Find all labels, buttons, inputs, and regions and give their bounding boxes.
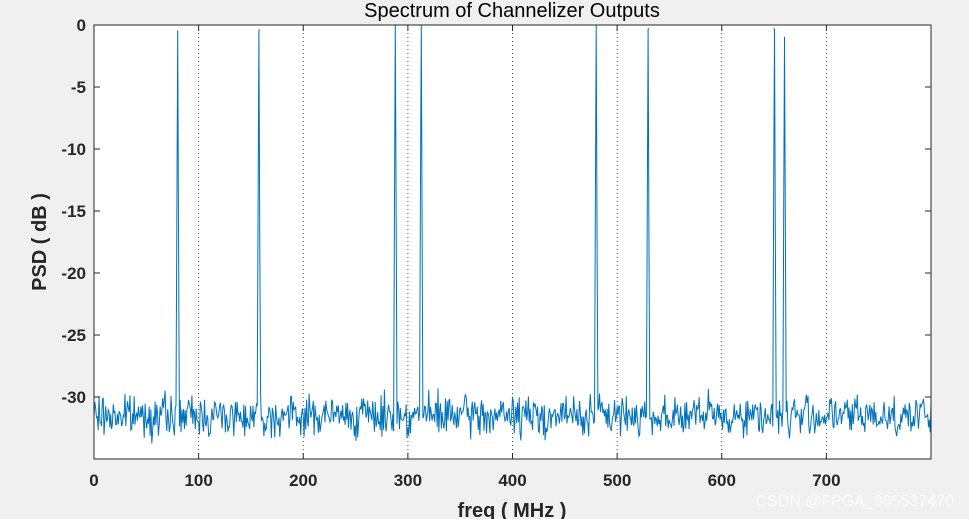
x-tick-label: 0 xyxy=(89,471,98,490)
x-tick-label: 600 xyxy=(708,471,736,490)
y-tick-label: -10 xyxy=(61,140,86,159)
x-tick-label: 500 xyxy=(603,471,631,490)
peak-point xyxy=(783,36,786,39)
peak-point xyxy=(647,28,650,30)
x-tick-label: 300 xyxy=(394,471,422,490)
peak-point xyxy=(258,29,260,31)
psd-trace xyxy=(93,24,932,444)
y-tick-label: -25 xyxy=(61,326,86,345)
watermark: CSDN @FPGA_385537470 xyxy=(755,493,954,510)
x-axis-ticks: 0 100 200 300 400 500 600 700 xyxy=(89,25,841,490)
x-tick-label: 400 xyxy=(498,471,526,490)
y-tick-label: -30 xyxy=(61,388,86,407)
grid-lines xyxy=(198,25,827,459)
peak-point xyxy=(177,30,179,32)
x-tick-label: 100 xyxy=(184,471,212,490)
x-tick-label: 200 xyxy=(289,471,317,490)
x-tick-label: 700 xyxy=(812,471,840,490)
y-axis-ticks: 0 -5 -10 -15 -20 -25 -30 xyxy=(61,16,931,407)
y-tick-label: 0 xyxy=(77,16,86,35)
chart-title: Spectrum of Channelizer Outputs xyxy=(364,0,660,22)
x-axis-label: freq ( MHz ) xyxy=(458,500,567,519)
y-tick-label: -5 xyxy=(71,78,86,97)
y-tick-label: -15 xyxy=(61,202,86,221)
peak-point xyxy=(773,28,775,30)
y-tick-label: -20 xyxy=(61,264,86,283)
y-axis-label: PSD ( dB ) xyxy=(29,193,51,291)
